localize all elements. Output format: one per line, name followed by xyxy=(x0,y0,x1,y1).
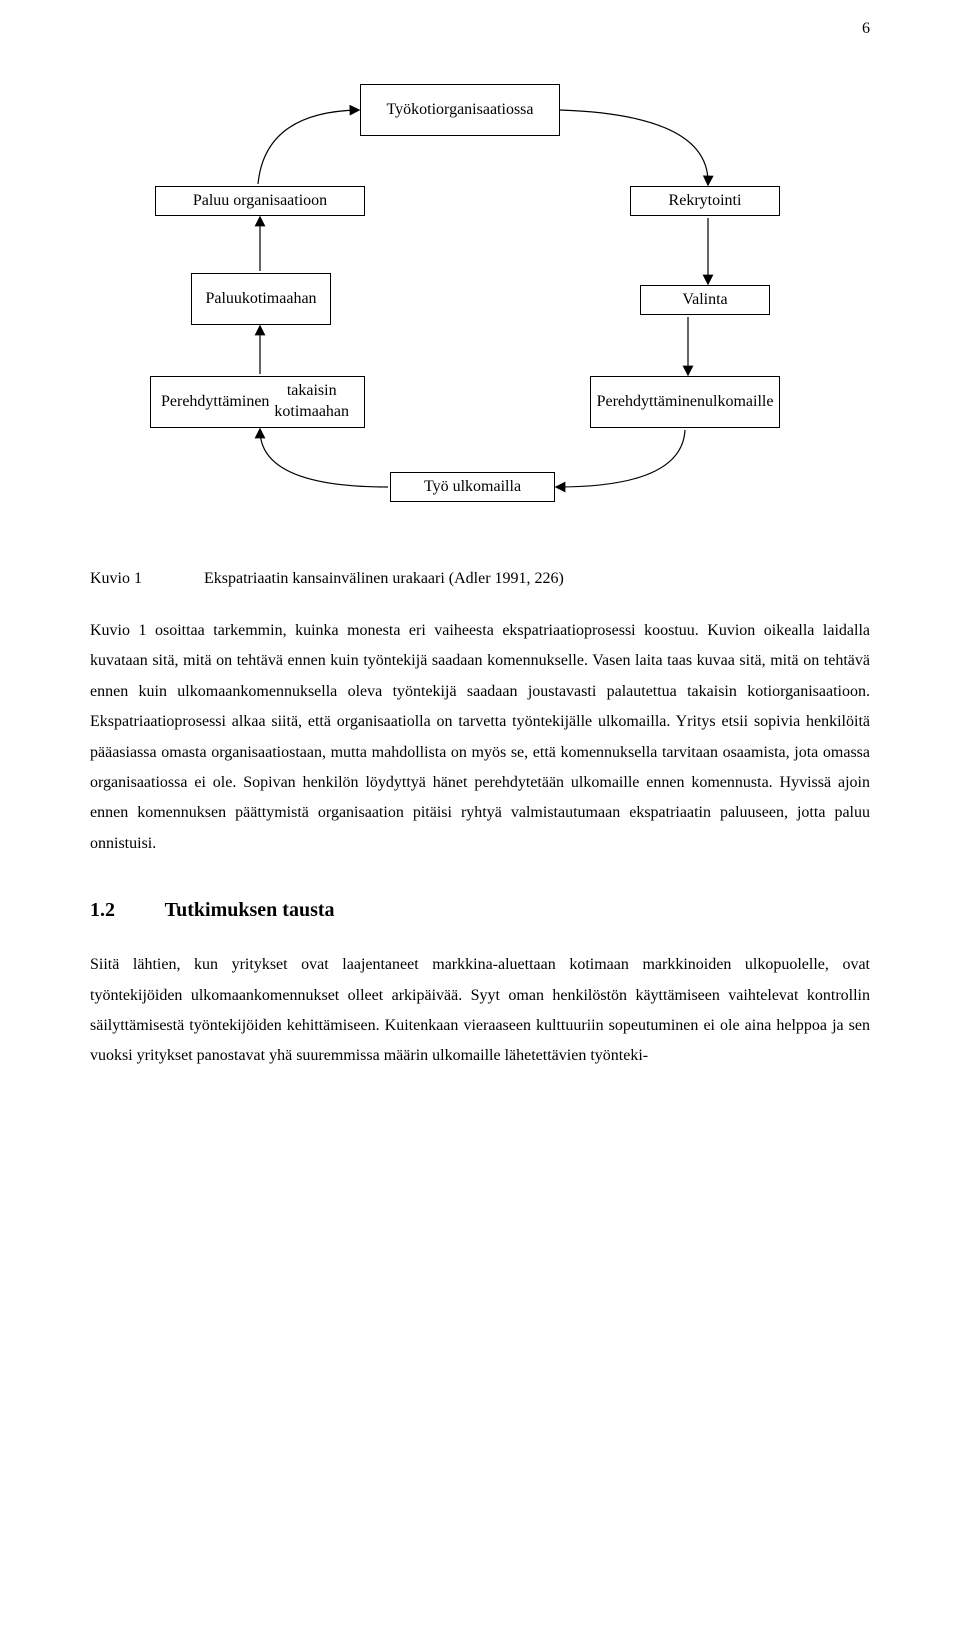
caption-label: Kuvio 1 xyxy=(90,570,200,588)
paragraph-1: Kuvio 1 osoittaa tarkemmin, kuinka mones… xyxy=(90,616,870,859)
page-number: 6 xyxy=(862,20,870,38)
flowchart-node-n5: Valinta xyxy=(640,285,770,315)
flowchart-node-n1: Työkotiorganisaatiossa xyxy=(360,84,560,136)
paragraph-2: Siitä lähtien, kun yritykset ovat laajen… xyxy=(90,950,870,1072)
flowchart-node-n7: Perehdyttäminenulkomaille xyxy=(590,376,780,428)
flowchart-node-n4: Paluukotimaahan xyxy=(191,273,331,325)
section-heading: 1.2 Tutkimuksen tausta xyxy=(90,899,870,922)
section-title: Tutkimuksen tausta xyxy=(165,899,335,921)
section-number: 1.2 xyxy=(90,899,160,922)
flowchart-node-n2: Paluu organisaatioon xyxy=(155,186,365,216)
caption-text: Ekspatriaatin kansainvälinen urakaari (A… xyxy=(204,570,564,587)
figure-caption: Kuvio 1 Ekspatriaatin kansainvälinen ura… xyxy=(90,570,870,588)
flowchart-node-n6: Perehdyttäminentakaisin kotimaahan xyxy=(150,376,365,428)
flowchart-node-n3: Rekrytointi xyxy=(630,186,780,216)
flowchart-node-n8: Työ ulkomailla xyxy=(390,472,555,502)
flowchart-diagram: Työkotiorganisaatiossa Paluu organisaatio… xyxy=(90,60,870,540)
